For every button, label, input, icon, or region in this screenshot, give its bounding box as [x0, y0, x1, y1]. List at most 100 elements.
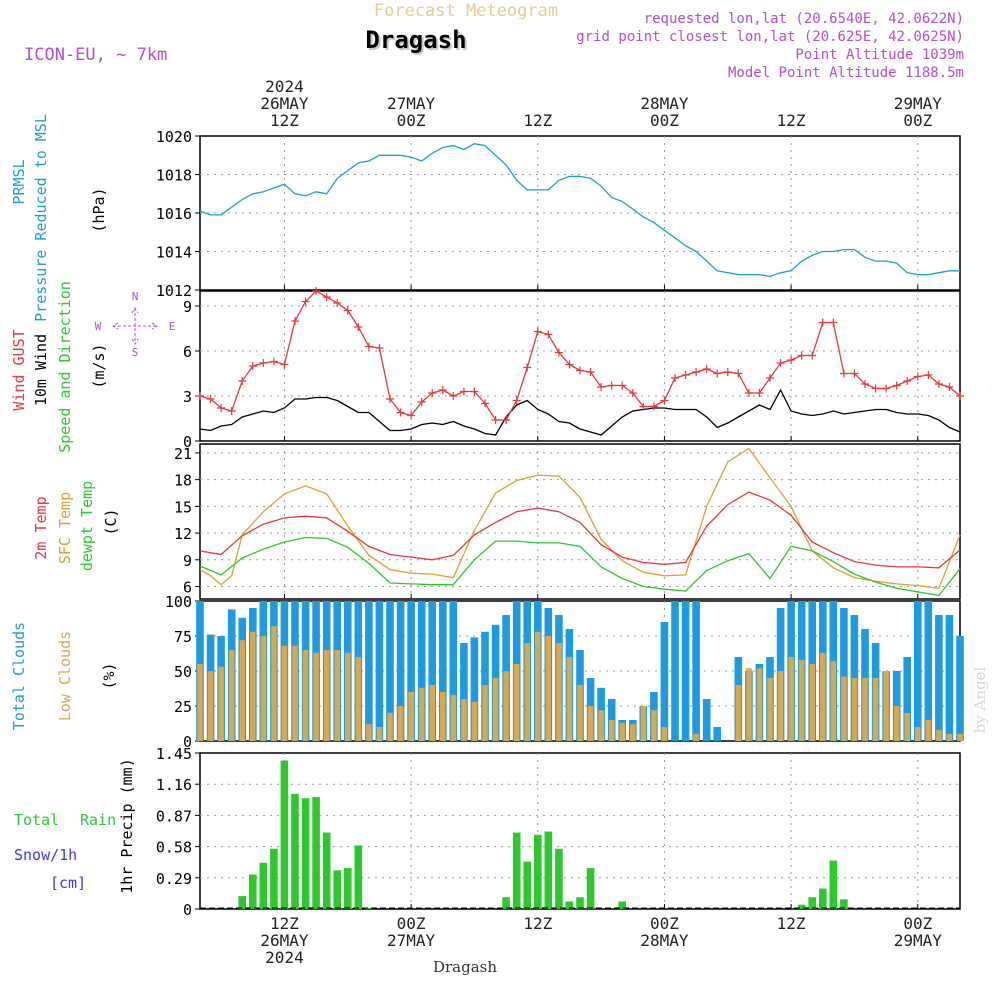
low-cloud-bar	[440, 692, 446, 741]
low-cloud-bar	[292, 645, 298, 741]
low-cloud-bar	[777, 671, 784, 741]
low-cloud-bar	[598, 710, 604, 741]
low-cloud-bar	[271, 626, 277, 741]
location-title: Dragash	[367, 28, 468, 56]
rain-bar	[238, 896, 246, 909]
low-cloud-bar	[260, 636, 267, 741]
gust-marker	[586, 368, 595, 376]
low-cloud-bar	[946, 734, 953, 741]
gust-marker	[723, 368, 732, 376]
low-cloud-bar	[513, 664, 520, 741]
time-label-top: 28MAY	[640, 94, 689, 113]
time-label-bottom: 12Z	[523, 914, 552, 933]
y-tick-label: 9	[183, 298, 192, 316]
gust-marker	[861, 380, 869, 388]
y-tick-label: 18	[174, 472, 192, 490]
low-clouds-label: Low Clouds	[56, 631, 74, 721]
total-cloud-bar	[681, 601, 690, 741]
total-cloud-bar	[417, 601, 426, 741]
low-cloud-bar	[661, 727, 668, 741]
gust-marker	[734, 369, 743, 378]
gust-marker	[523, 363, 532, 372]
rain-bar	[576, 897, 584, 909]
rain-bar	[259, 862, 268, 909]
precip-unit-label: 1hr Precip (mm)	[118, 758, 136, 893]
gust-marker	[206, 395, 215, 403]
total-cloud-bar	[460, 643, 468, 741]
gust-marker	[248, 362, 257, 370]
gust-marker	[776, 359, 785, 367]
gust-marker	[744, 389, 753, 397]
compass-s: S	[132, 346, 139, 359]
y-tick-label: 100	[165, 593, 192, 611]
gust-marker	[797, 351, 806, 360]
low-cloud-bar	[587, 706, 594, 741]
y-tick-label: 15	[174, 498, 192, 516]
low-cloud-bar	[957, 734, 963, 741]
rain-bar	[291, 793, 299, 909]
wind-direction-label: Speed and Direction	[56, 281, 74, 453]
low-cloud-bar	[471, 701, 478, 741]
low-cloud-bar	[756, 668, 763, 741]
rain-bar	[312, 797, 320, 909]
low-cloud-bar	[556, 643, 562, 741]
footer-location: Dragash	[433, 958, 497, 976]
low-cloud-bar	[207, 671, 214, 741]
product-title: Forecast Meteogram	[374, 1, 558, 21]
gust-label: Wind GUST	[10, 329, 28, 410]
total-cloud-bar	[702, 699, 711, 741]
low-cloud-bar	[608, 720, 615, 741]
gust-marker	[839, 369, 848, 378]
y-tick-label: 6	[183, 343, 192, 361]
low-cloud-bar	[872, 678, 879, 741]
y-tick-label: 3	[183, 388, 192, 406]
gust-marker	[217, 404, 226, 412]
gust-marker	[956, 392, 964, 400]
low-cloud-bar	[798, 659, 805, 741]
gust-marker	[818, 318, 827, 327]
pressure-label: Pressure Reduced to MSL	[32, 114, 50, 322]
gust-marker	[850, 369, 859, 378]
low-cloud-bar	[323, 650, 330, 741]
total-cloud-bar	[396, 601, 405, 741]
gust-marker	[333, 299, 342, 307]
low-cloud-bar	[228, 650, 235, 741]
unit-label: (m/s)	[90, 343, 108, 388]
gust-marker	[354, 323, 363, 331]
y-tick-label: 0.58	[156, 839, 192, 857]
time-label-top: 26MAY	[260, 94, 309, 113]
temp-2m-label: 2m Temp	[32, 496, 50, 559]
gust-marker	[259, 359, 268, 367]
gust-marker	[407, 411, 416, 420]
y-tick-label: 50	[174, 663, 192, 681]
gust-marker	[945, 383, 954, 391]
gust-marker	[618, 381, 627, 390]
time-label-top: 00Z	[903, 111, 932, 130]
gust-marker	[607, 381, 616, 390]
rain-bar	[808, 897, 816, 909]
sfc-temp-label: SFC Temp	[56, 492, 74, 564]
low-cloud-bar	[429, 685, 435, 741]
time-label-bottom: 00Z	[903, 914, 932, 933]
rain-bar	[512, 832, 521, 909]
rain-bar	[797, 904, 806, 909]
sfc-temp-line	[199, 447, 961, 590]
total-cloud-bar	[671, 601, 679, 741]
time-label-bottom: 00Z	[650, 914, 679, 933]
gust-marker	[269, 357, 278, 366]
unit-label: (C)	[102, 508, 120, 535]
model-label: ICON-EU, ~ 7km	[24, 45, 167, 65]
y-tick-label: 25	[174, 698, 192, 716]
gust-marker	[386, 395, 394, 403]
total-cloud-bar	[470, 637, 479, 741]
total-cloud-bar	[935, 615, 943, 741]
low-cloud-bar	[862, 678, 868, 741]
gust-marker	[343, 306, 352, 315]
gust-marker	[449, 392, 458, 400]
total-cloud-bar	[449, 601, 458, 741]
rain-bar	[618, 901, 626, 909]
gust-marker	[766, 374, 774, 382]
point-altitude: Point Altitude 1039m	[795, 47, 964, 63]
y-tick-label: 1012	[156, 282, 192, 300]
y-tick-label: 1.45	[156, 745, 192, 763]
